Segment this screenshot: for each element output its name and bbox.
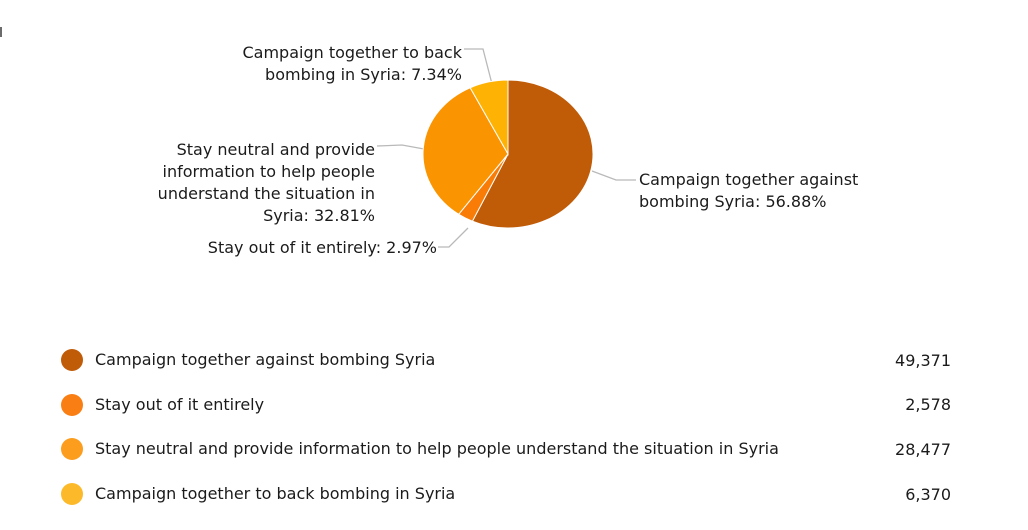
- legend-count: 6,370: [905, 484, 951, 504]
- leader-line: [591, 170, 636, 181]
- leader-line: [376, 144, 425, 150]
- leader-line: [464, 48, 493, 85]
- legend-row-stay-neutral: Stay neutral and provide information to …: [61, 427, 951, 472]
- legend-dot-icon: [61, 438, 83, 461]
- pie-callout-against-bombing: Campaign together against bombing Syria:…: [639, 170, 859, 211]
- legend-count: 49,371: [895, 350, 951, 370]
- legend-dot-icon: [61, 393, 83, 416]
- legend-label: Campaign together against bombing Syria: [95, 350, 436, 370]
- pie-slice-0[interactable]: [471, 79, 594, 229]
- legend-row-back-bombing: Campaign together to back bombing in Syr…: [61, 472, 951, 517]
- legend-dot-icon: [61, 483, 83, 506]
- legend-count: 2,578: [905, 395, 951, 415]
- pie-slice-2[interactable]: [422, 87, 509, 215]
- cropped-edge-artifact: [0, 27, 2, 37]
- legend-count: 28,477: [895, 439, 951, 459]
- legend-table: Campaign together against bombing Syria …: [61, 338, 951, 516]
- legend-label: Campaign together to back bombing in Syr…: [95, 484, 456, 504]
- legend-label: Stay neutral and provide information to …: [95, 439, 779, 459]
- legend-row-stay-out: Stay out of it entirely 2,578: [61, 383, 951, 428]
- pie-callout-stay-out: Stay out of it entirely: 2.97%: [207, 238, 437, 257]
- legend-row-against-bombing: Campaign together against bombing Syria …: [61, 338, 951, 383]
- legend-label: Stay out of it entirely: [95, 394, 265, 414]
- pie-callout-stay-neutral: Stay neutral and provide information to …: [157, 140, 375, 225]
- pie-callout-back-bombing: Campaign together to back bombing in Syr…: [242, 43, 462, 84]
- pie-chart: [376, 48, 636, 248]
- leader-line: [438, 227, 469, 248]
- legend-dot-icon: [61, 349, 83, 372]
- pie-slice-3[interactable]: [469, 79, 509, 156]
